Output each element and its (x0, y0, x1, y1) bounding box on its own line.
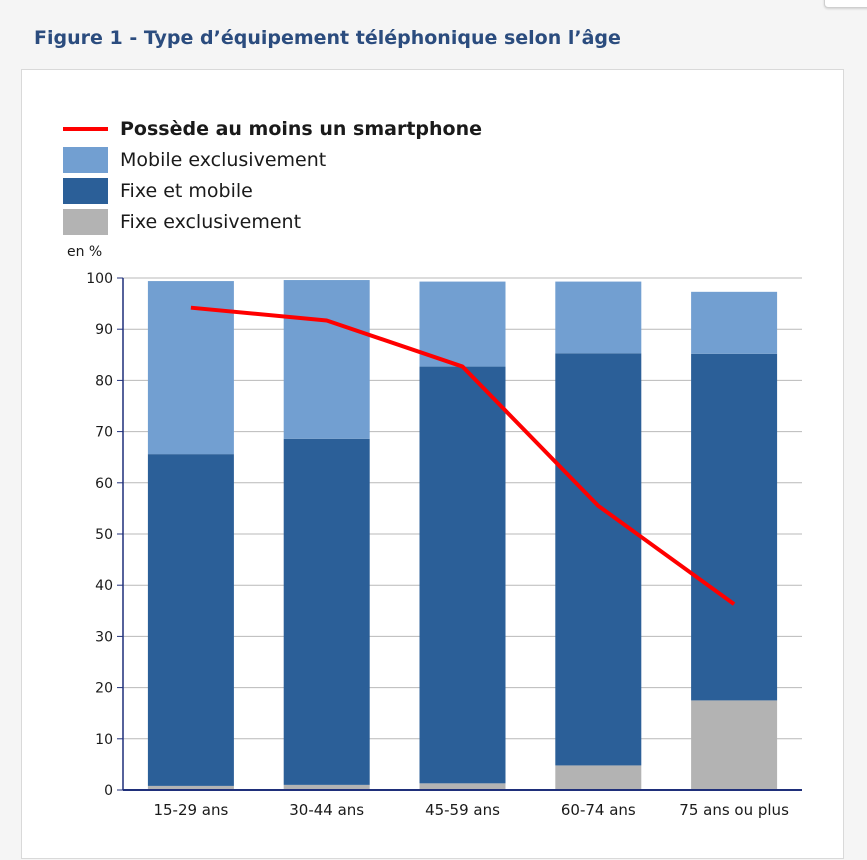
chart-legend: Possède au moins un smartphone Mobile exc… (63, 118, 482, 235)
bar-segment-fixe-exclusivement (555, 765, 641, 790)
y-tick-label: 70 (95, 425, 113, 441)
y-tick-label: 80 (95, 373, 113, 389)
legend-label: Possède au moins un smartphone (120, 118, 482, 140)
y-tick-label: 40 (95, 578, 113, 594)
y-tick-label: 10 (95, 732, 113, 748)
bar-group-60-74-ans (555, 282, 641, 790)
bar-segment-fixe-et-mobile (284, 439, 370, 785)
bar-group-75-ans-ou-plus (691, 292, 777, 790)
bar-segment-fixe-et-mobile (555, 353, 641, 765)
bar-segment-fixe-et-mobile (420, 367, 506, 784)
bar-segment-mobile-exclusivement (691, 292, 777, 354)
x-tick-label: 60-74 ans (561, 801, 636, 819)
stacked-bar-line-chart: Possède au moins un smartphone Mobile exc… (22, 70, 845, 860)
legend-box-swatch (63, 209, 108, 235)
y-tick-label: 100 (86, 271, 113, 287)
y-tick-label: 30 (95, 629, 113, 645)
y-tick-label: 60 (95, 476, 113, 492)
y-tick-label: 50 (95, 527, 113, 543)
legend-box-swatch (63, 147, 108, 173)
x-tick-label: 15-29 ans (153, 801, 228, 819)
bar-group-15-29-ans (148, 281, 234, 790)
x-tick-label: 45-59 ans (425, 801, 500, 819)
chart-card: Possède au moins un smartphone Mobile exc… (21, 69, 844, 859)
x-tick-label: 30-44 ans (289, 801, 364, 819)
bar-segment-mobile-exclusivement (148, 281, 234, 454)
y-tick-label: 0 (104, 783, 113, 799)
figure-title: Figure 1 - Type d’équipement téléphoniqu… (34, 27, 621, 49)
legend-item-fixe-et-mobile: Fixe et mobile (63, 178, 253, 204)
top-tab-edge (824, 0, 867, 8)
bar-segment-fixe-et-mobile (148, 454, 234, 786)
bar-segment-mobile-exclusivement (420, 282, 506, 367)
y-tick-label: 20 (95, 681, 113, 697)
bars (148, 280, 777, 790)
legend-item-possede-au-moins-un-smartphone: Possède au moins un smartphone (63, 118, 482, 140)
legend-label: Fixe exclusivement (120, 211, 301, 233)
bar-segment-mobile-exclusivement (555, 282, 641, 354)
bar-segment-fixe-exclusivement (691, 700, 777, 790)
legend-item-fixe-exclusivement: Fixe exclusivement (63, 209, 301, 235)
y-tick-label: 90 (95, 322, 113, 338)
legend-label: Mobile exclusivement (120, 149, 326, 171)
bar-segment-fixe-et-mobile (691, 354, 777, 701)
legend-box-swatch (63, 178, 108, 204)
legend-label: Fixe et mobile (120, 180, 253, 202)
y-unit-label: en % (67, 244, 102, 260)
legend-item-mobile-exclusivement: Mobile exclusivement (63, 147, 326, 173)
bar-segment-mobile-exclusivement (284, 280, 370, 439)
x-tick-label: 75 ans ou plus (679, 801, 789, 819)
bar-group-30-44-ans (284, 280, 370, 790)
